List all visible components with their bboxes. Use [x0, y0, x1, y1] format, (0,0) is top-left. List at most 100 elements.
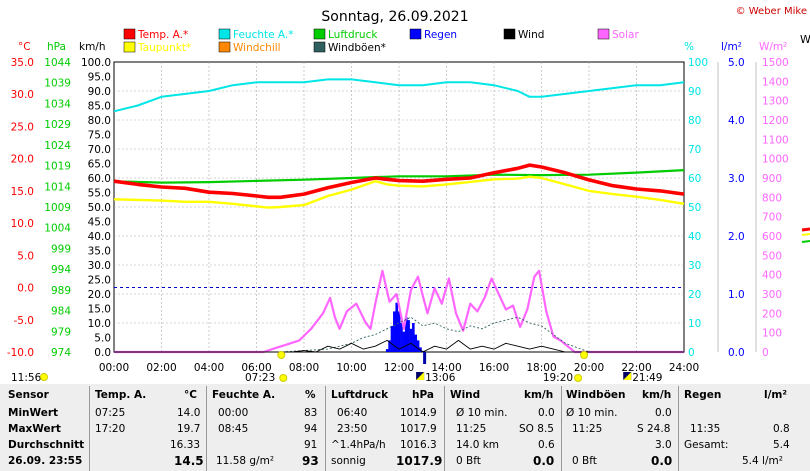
pressure-tick-label: 1019 [44, 161, 71, 173]
temp-min-time: 07:25 [95, 407, 126, 419]
humidity-avg-value: 91 [304, 439, 318, 451]
gust-unit: km/h [642, 389, 672, 401]
series-line-taupunkt [113, 175, 685, 209]
temp-current-value: 14.5 [174, 454, 204, 468]
rain-bar [414, 334, 418, 352]
x-tick-label: 12:00 [384, 362, 414, 374]
axis-headers: °C hPa km/h% l/m² W/m² [18, 41, 787, 53]
gust-header: Windböen [566, 389, 626, 401]
wind-mean-value: 0.6 [538, 439, 555, 451]
y-axes: 35.0 30.0 25.0 20.0 15.0 10.0 5.0 0.0 -5.0 -10.0 1… [7, 57, 789, 359]
wind-tick-label: 80.0 [88, 115, 111, 127]
rain-bar [412, 323, 415, 352]
rain-bar [419, 347, 422, 352]
legend-label: Wind [518, 29, 544, 41]
max-time-label: 13:06 [425, 372, 456, 384]
col-sep-6 [678, 386, 679, 471]
humidity-tick-label: 70 [688, 144, 701, 156]
avg-row-label: Durchschnitt [8, 439, 85, 451]
rain-bar [385, 349, 389, 352]
legend-label: Temp. A.* [137, 29, 188, 41]
wind-tick-label: 85.0 [88, 101, 111, 113]
x-tick-label: 00:00 [99, 362, 129, 374]
legend-label: Windchill [233, 42, 281, 54]
wind-tick-label: 90.0 [88, 86, 111, 98]
legend: Temp. A.* Feuchte A.* Luftdruck Regen Wind So… [123, 28, 639, 54]
humidity-current-value: 93 [302, 454, 319, 468]
legend-label: Solar [612, 29, 639, 41]
wind-tick-label: 30.0 [88, 260, 111, 272]
temp-tick-label: -10.0 [7, 347, 34, 359]
solar-tick-label: 500 [762, 250, 782, 262]
rain-bar [397, 311, 401, 352]
wind-tick-label: 60.0 [88, 173, 111, 185]
legend-swatch [123, 41, 136, 53]
wind-tick-label: 0.0 [94, 347, 111, 359]
pressure-unit: hPa [412, 389, 434, 401]
rain-bar [400, 323, 403, 352]
legend-swatch [503, 28, 516, 40]
x-tick-label: 20:00 [574, 362, 604, 374]
series-line-windb-en [114, 316, 684, 353]
solar-tick-label: 600 [762, 231, 782, 243]
gust-bft: 0 Bft [572, 455, 597, 467]
temp-header: Temp. A. [95, 389, 147, 401]
pressure-tick-label: 979 [51, 326, 71, 338]
wind-tick-label: 100.0 [81, 57, 111, 69]
pressure-tick-label: 1004 [44, 223, 71, 235]
wind-tick-label: 40.0 [88, 231, 111, 243]
humidity-tick-label: 100 [688, 57, 708, 69]
gust-mean-value: 3.0 [655, 439, 672, 451]
temp-tick-label: -5.0 [14, 315, 35, 327]
right-edge-fragment: W [800, 33, 810, 243]
rain-bar [395, 302, 399, 352]
pressure-tick-label: 1044 [44, 57, 71, 69]
wind-tick-label: 45.0 [88, 217, 111, 229]
humidity-min-value: 83 [304, 407, 318, 419]
axis-unit-wind: km/h [79, 41, 106, 53]
legend-label: Luftdruck [328, 29, 378, 41]
wind-tick-label: 35.0 [88, 246, 111, 258]
stats-table: Sensor MinWert MaxWert Durchschnitt 26.0… [0, 384, 810, 471]
weather-chart: Sonntag, 26.09.2021 © Weber Mike Temp. A… [6, 6, 810, 384]
gust-max-value: S 24.8 [637, 423, 671, 435]
solar-tick-label: 0 [762, 347, 769, 359]
temp-avg-value: 16.33 [170, 439, 201, 451]
rain-bar [409, 328, 413, 352]
sunset-time-label: 19:20 [543, 372, 573, 384]
x-tick-label: 06:00 [241, 362, 271, 374]
legend-swatch [218, 28, 231, 40]
sunrise-icon [277, 351, 286, 359]
solar-tick-label: 1100 [762, 134, 789, 146]
rain-tick-label: 5.0 [728, 57, 745, 69]
col-sep-3 [325, 386, 326, 471]
temp-tick-label: 35.0 [11, 57, 34, 69]
rain-bar [407, 320, 410, 352]
humidity-tick-label: 40 [688, 231, 701, 243]
humidity-tick-label: 0 [688, 347, 695, 359]
events-layer: 11:56 07:23 13:06 19:20 21:49 [11, 351, 662, 384]
wind-bft: 0 Bft [456, 455, 481, 467]
solar-tick-label: 200 [762, 308, 782, 320]
rain-tick-label: 1.0 [728, 289, 745, 301]
pressure-tick-label: 984 [51, 306, 71, 318]
temp-tick-label: 0.0 [17, 283, 34, 295]
wind-tick-label: 50.0 [88, 202, 111, 214]
humidity-tick-label: 10 [688, 318, 701, 330]
temp-tick-label: 20.0 [11, 154, 34, 166]
rain-header: Regen [684, 389, 722, 401]
solar-tick-label: 700 [762, 212, 782, 224]
series-layer [113, 78, 685, 354]
humidity-header: Feuchte A. [212, 389, 276, 401]
pressure-max-value: 1017.9 [400, 423, 437, 435]
temp-unit: °C [184, 389, 197, 401]
rain-bar [404, 317, 408, 352]
temp-max-time: 17:20 [95, 423, 126, 435]
x-tick-label: 10:00 [336, 362, 366, 374]
x-tick-label: 14:00 [431, 362, 461, 374]
humidity-unit: % [305, 389, 316, 401]
legend-label: Windböen* [328, 42, 386, 54]
humidity-max-value: 94 [304, 423, 318, 435]
rain-unit: l/m² [764, 389, 787, 401]
solar-tick-label: 100 [762, 328, 782, 340]
